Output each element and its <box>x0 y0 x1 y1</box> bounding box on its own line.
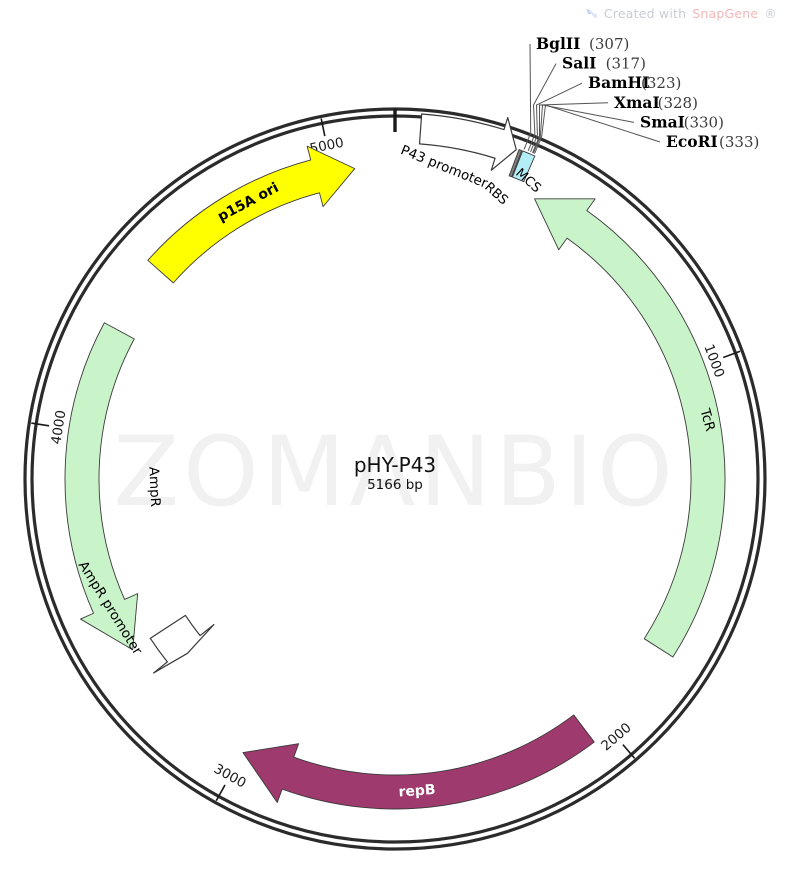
restriction-site[interactable]: SalI (317) <box>562 54 646 73</box>
feature-arrow-p15a-ori[interactable] <box>147 145 356 284</box>
feature-arrow-tcr[interactable] <box>534 198 726 658</box>
restriction-site[interactable]: XmaI(328) <box>614 93 698 112</box>
site-leader-line <box>532 63 557 135</box>
tick-mark <box>31 422 50 427</box>
site-tick <box>530 135 538 153</box>
restriction-site[interactable]: EcoRI (333) <box>666 132 759 151</box>
enzyme-name: BamHI <box>588 73 649 92</box>
snapgene-credit: Created with SnapGene ® <box>585 6 777 21</box>
enzyme-position: (317) <box>606 55 646 73</box>
tick-label: 2000 <box>598 720 634 755</box>
feature-label: TcR <box>696 406 718 433</box>
site-leader-line <box>539 104 635 137</box>
site-tick <box>532 136 541 154</box>
site-leader-line <box>535 82 583 136</box>
plasmid-size: 5166 bp <box>367 477 423 493</box>
tick-mark <box>320 118 326 137</box>
feature-arrows <box>64 113 726 810</box>
watermark-text: ZOMANBIO <box>113 416 676 528</box>
restriction-site[interactable]: BglII (307) <box>536 34 629 53</box>
credit-brand: SnapGene <box>692 6 759 21</box>
tick-label: 3000 <box>211 761 249 792</box>
site-leader-line <box>529 43 532 133</box>
tick-mark <box>622 744 636 759</box>
enzyme-name: XmaI <box>614 93 660 112</box>
site-tick <box>532 136 540 153</box>
snapgene-logo-icon <box>585 7 598 20</box>
feature-label: AmpR <box>145 466 163 507</box>
enzyme-name: BglII <box>536 34 580 53</box>
site-tick <box>527 134 536 152</box>
tick-label: 4000 <box>48 409 69 445</box>
restriction-site[interactable]: SmaI(330) <box>640 112 724 131</box>
enzyme-name: SalI <box>562 54 596 73</box>
feature-arrow-ampr-promoter[interactable] <box>149 614 215 674</box>
feature-arrow-rbs[interactable] <box>508 149 523 178</box>
site-tick <box>523 132 532 150</box>
credit-trademark: ® <box>764 6 777 21</box>
plasmid-name: pHY-P43 <box>354 453 436 477</box>
feature-arrow-p43-promoter[interactable] <box>418 113 517 171</box>
tick-mark <box>215 784 226 802</box>
site-leader-line <box>541 104 661 143</box>
feature-arrow-ampr[interactable] <box>64 322 139 651</box>
enzyme-position: (323) <box>641 74 681 92</box>
enzyme-position: (330) <box>684 113 724 131</box>
restriction-site-labels: BglII (307)SalI (317)BamHI(323)XmaI(328)Sm… <box>536 34 759 151</box>
feature-arrow-repb[interactable] <box>242 714 595 810</box>
enzyme-position: (333) <box>719 133 759 151</box>
feature-label: repB <box>398 782 436 801</box>
enzyme-name: EcoRI <box>666 132 718 151</box>
feature-label: MCS <box>512 166 543 196</box>
credit-prefix: Created with <box>603 6 687 21</box>
restriction-site[interactable]: BamHI(323) <box>588 73 681 92</box>
tick-mark <box>722 350 741 359</box>
enzyme-name: SmaI <box>640 112 685 131</box>
site-leader-line <box>538 102 609 137</box>
restriction-site-leaders <box>523 43 661 154</box>
feature-arrow-mcs[interactable] <box>512 150 536 183</box>
site-tick <box>534 136 543 154</box>
enzyme-position: (328) <box>658 94 698 112</box>
enzyme-position: (307) <box>589 35 629 53</box>
